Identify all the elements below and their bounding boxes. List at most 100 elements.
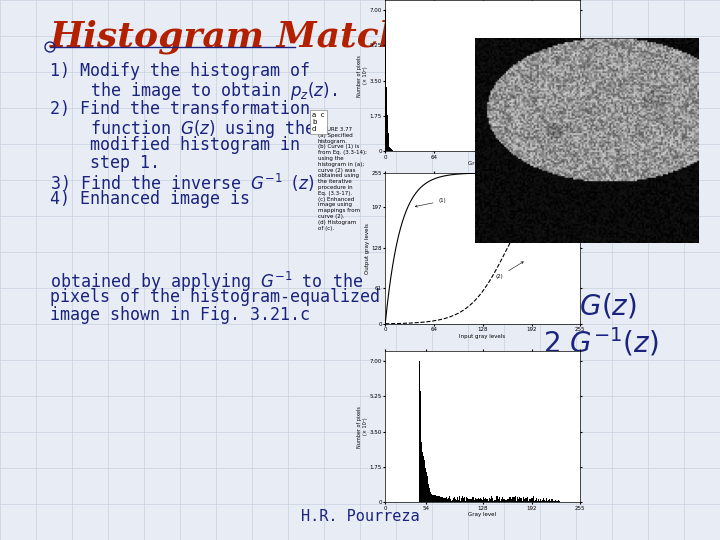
Bar — [504, 501, 505, 502]
Bar — [474, 498, 476, 502]
Bar — [438, 496, 439, 502]
Bar — [446, 497, 447, 502]
Bar — [462, 496, 463, 502]
Bar — [558, 500, 559, 502]
Bar — [548, 148, 549, 151]
Bar — [539, 150, 541, 151]
Bar — [553, 501, 554, 502]
Bar — [523, 497, 524, 502]
Bar — [551, 499, 552, 502]
Bar — [513, 498, 515, 502]
Bar — [421, 442, 422, 502]
Bar — [441, 497, 442, 502]
Bar — [390, 148, 391, 151]
Text: Histogram Matching: Histogram Matching — [50, 20, 472, 55]
Bar — [468, 499, 469, 502]
Bar — [491, 498, 492, 502]
Bar — [521, 498, 522, 502]
Bar — [483, 497, 484, 502]
Bar — [553, 147, 554, 151]
Bar — [552, 500, 554, 502]
Bar — [464, 497, 465, 502]
Bar — [525, 498, 526, 502]
Bar — [467, 498, 468, 502]
Text: image shown in Fig. 3.21.c: image shown in Fig. 3.21.c — [50, 306, 310, 324]
Bar — [512, 497, 513, 502]
Bar — [448, 497, 449, 502]
Bar — [457, 497, 458, 502]
Bar — [554, 501, 556, 502]
Text: step 1.: step 1. — [50, 154, 160, 172]
Bar — [485, 498, 486, 502]
Text: modified histogram in: modified histogram in — [50, 136, 300, 154]
Bar — [445, 498, 446, 502]
Bar — [526, 497, 527, 502]
Bar — [541, 501, 542, 502]
Bar — [490, 498, 491, 502]
Bar — [506, 500, 507, 502]
Bar — [488, 501, 490, 502]
Bar — [552, 147, 554, 151]
Bar — [530, 499, 531, 502]
Bar — [442, 497, 443, 502]
Bar — [430, 492, 431, 502]
Bar — [440, 497, 441, 502]
Bar — [544, 501, 545, 502]
Bar — [546, 498, 547, 502]
Bar — [428, 484, 429, 502]
Bar — [494, 500, 495, 502]
Bar — [447, 499, 448, 502]
Bar — [557, 148, 558, 151]
Bar — [524, 499, 525, 502]
Bar — [424, 464, 426, 502]
Bar — [449, 498, 451, 502]
Text: pixels of the histogram-equalized: pixels of the histogram-equalized — [50, 288, 380, 306]
Bar — [480, 497, 481, 502]
Bar — [551, 148, 552, 151]
Bar — [489, 498, 490, 502]
Bar — [563, 149, 564, 151]
Bar — [496, 496, 497, 502]
Bar — [543, 149, 544, 151]
Bar — [387, 115, 388, 151]
Bar — [436, 496, 438, 502]
Bar — [565, 150, 567, 151]
Bar — [541, 500, 543, 502]
Bar — [539, 499, 541, 502]
Bar — [549, 498, 550, 502]
Bar — [436, 496, 437, 502]
Bar — [433, 495, 434, 502]
Bar — [567, 150, 568, 151]
Bar — [560, 148, 561, 151]
Bar — [564, 149, 566, 151]
Bar — [459, 496, 460, 502]
Bar — [431, 494, 432, 502]
Text: a  c
b
d: a c b d — [312, 112, 325, 132]
Bar — [531, 498, 532, 502]
Bar — [423, 460, 425, 502]
Bar — [566, 150, 567, 151]
Bar — [549, 148, 550, 151]
Bar — [556, 148, 557, 151]
Bar — [389, 143, 390, 151]
Bar — [452, 500, 453, 502]
Bar — [487, 499, 488, 502]
Text: 4) Enhanced image is: 4) Enhanced image is — [50, 190, 250, 208]
Bar — [557, 501, 558, 502]
Bar — [528, 501, 529, 502]
Text: H.R. Pourreza: H.R. Pourreza — [301, 509, 419, 524]
Bar — [475, 500, 477, 502]
Bar — [561, 148, 562, 151]
Bar — [455, 500, 456, 502]
Text: obtained by applying $G^{-1}$ to the: obtained by applying $G^{-1}$ to the — [50, 270, 363, 294]
Bar — [495, 500, 496, 502]
Bar — [462, 500, 464, 502]
Bar — [508, 499, 509, 502]
Bar — [545, 501, 546, 502]
Bar — [439, 496, 440, 502]
Bar — [432, 495, 433, 502]
Bar — [556, 499, 557, 502]
Bar — [547, 148, 548, 151]
Bar — [505, 500, 506, 502]
Bar — [507, 501, 508, 502]
